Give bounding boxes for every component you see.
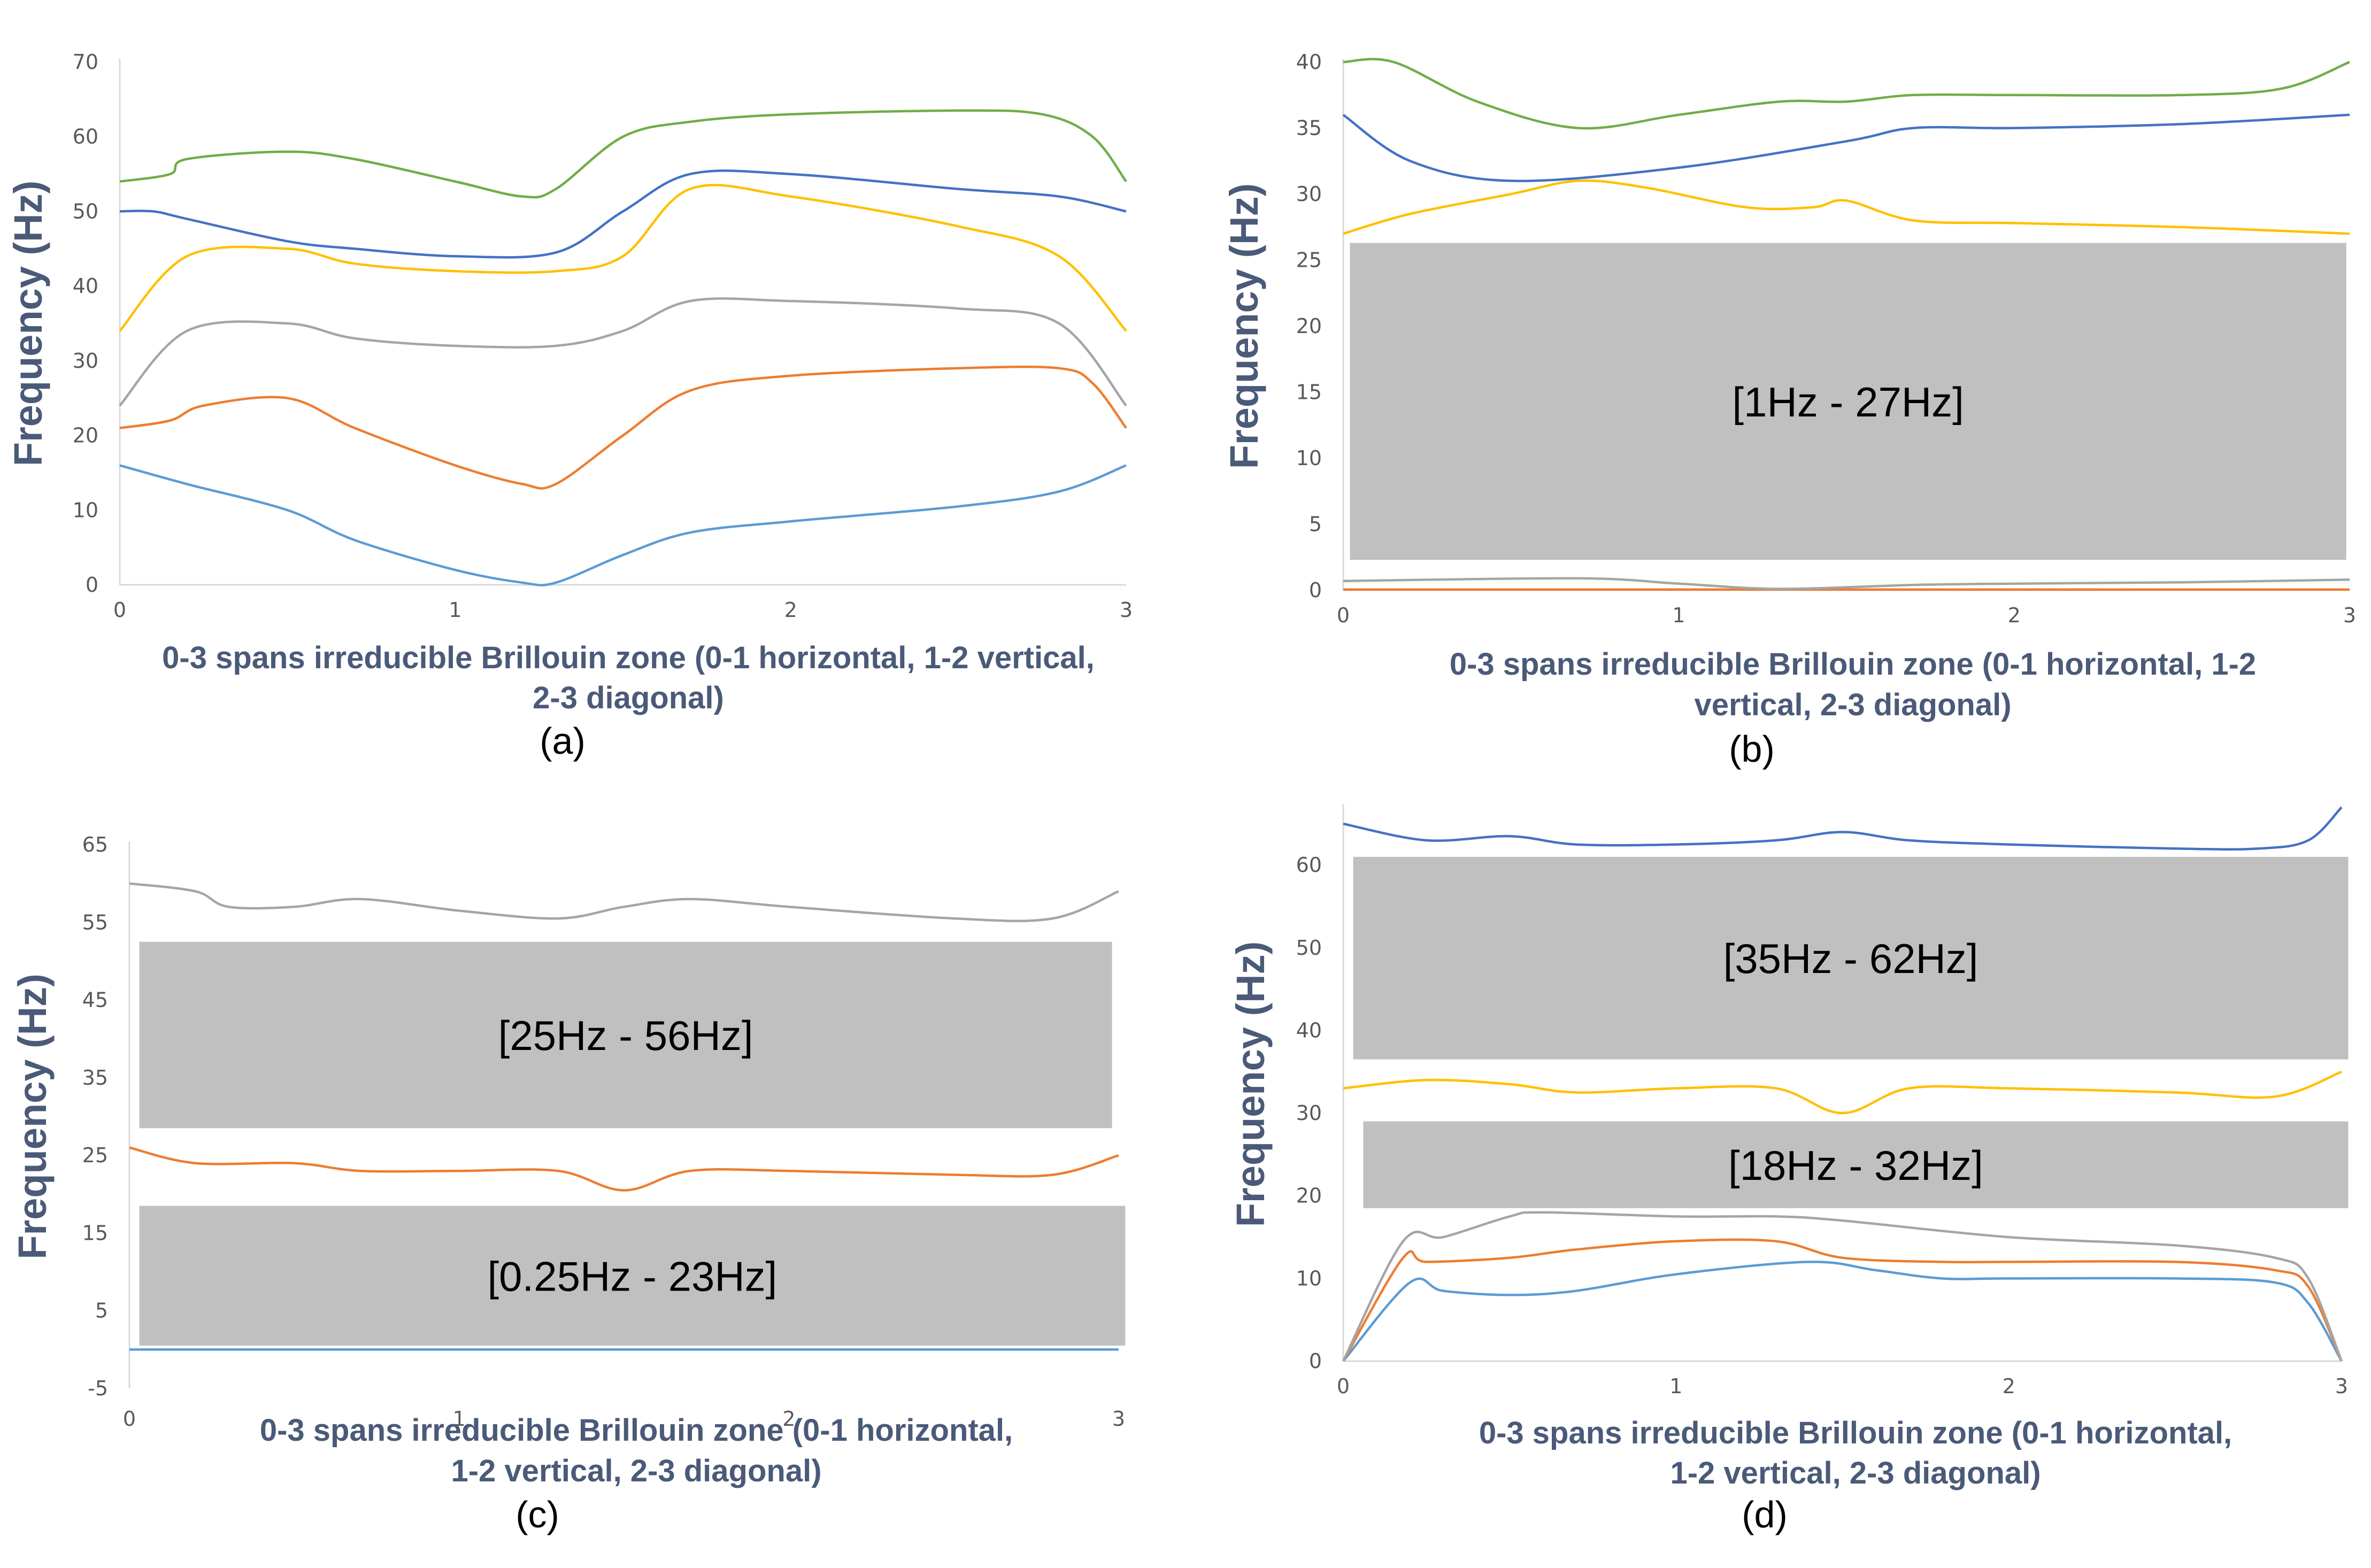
series-line-2 xyxy=(119,365,1127,490)
band-gap-box xyxy=(139,941,1112,1129)
series-line-2 xyxy=(129,1146,1119,1192)
y-tick-label: 65 xyxy=(82,833,108,856)
y-tick-label: 10 xyxy=(1296,446,1322,470)
y-tick-label: 25 xyxy=(1296,249,1322,272)
x-tick-label: 3 xyxy=(1112,1407,1125,1431)
band-gap-label: [35Hz - 62Hz] xyxy=(1723,935,1979,982)
series-line-3 xyxy=(129,882,1119,922)
series-line-2 xyxy=(1343,577,2350,590)
x-tick-label: 3 xyxy=(1120,598,1133,622)
x-tick-label: 0 xyxy=(113,598,126,622)
x-axis-title-line-2: 2-3 diagonal) xyxy=(533,681,724,715)
series-line-4 xyxy=(1342,113,2350,182)
x-tick-label: 1 xyxy=(453,1407,466,1431)
band-gap-box xyxy=(139,1206,1126,1346)
x-axis-title-line-1: 0-3 spans irreducible Brillouin zone (0-… xyxy=(260,1413,1013,1448)
series-line-1 xyxy=(1342,1261,2343,1362)
y-tick-label: 0 xyxy=(1309,578,1322,602)
y-axis-title: Frequency (Hz) xyxy=(1222,183,1266,469)
chart-panel-3: -5 5 15 25 35 45 55 65 0 1 2 3 [25Hz - 56Hz] [0.25Hz … xyxy=(10,833,1126,1535)
x-axis-title-line-1: 0-3 spans irreducible Brillouin zone (0-… xyxy=(1450,647,2256,682)
series-line-1 xyxy=(119,464,1127,586)
y-tick-label: 10 xyxy=(73,498,98,522)
y-tick-label: 20 xyxy=(1296,1184,1322,1208)
x-tick-label: 0 xyxy=(1337,1374,1350,1398)
series-line-5 xyxy=(1343,58,2350,130)
y-tick-label: 25 xyxy=(82,1144,108,1167)
series-line-3 xyxy=(1343,179,2350,235)
panel-label: (b) xyxy=(1729,728,1775,770)
y-tick-label: 50 xyxy=(1296,936,1322,960)
panel-label: (d) xyxy=(1742,1494,1788,1535)
y-tick-label: 50 xyxy=(73,199,98,223)
y-tick-label: 0 xyxy=(86,573,98,597)
x-tick-label: 0 xyxy=(123,1407,136,1431)
chart-panel-2: 0 5 10 15 20 25 30 35 40 0 1 2 3 [1Hz - 27Hz] Frequenc… xyxy=(1222,50,2356,770)
y-tick-label: 0 xyxy=(1309,1349,1322,1373)
y-tick-label: 40 xyxy=(1296,1018,1322,1042)
x-axis-title-line-2: 1-2 vertical, 2-3 diagonal) xyxy=(451,1454,821,1488)
band-gap-label: [0.25Hz - 23Hz] xyxy=(487,1253,777,1300)
series-line-3 xyxy=(1342,1211,2343,1362)
series-line-4 xyxy=(1343,1070,2342,1115)
x-tick-label: 0 xyxy=(1337,604,1350,627)
y-tick-label: 20 xyxy=(73,424,98,447)
y-axis-title: Frequency (Hz) xyxy=(6,181,50,467)
x-tick-label: 3 xyxy=(2335,1374,2348,1398)
y-tick-label: 55 xyxy=(82,910,108,934)
band-gap-box xyxy=(1350,243,2346,560)
series-line-5 xyxy=(119,169,1127,259)
y-tick-label: 35 xyxy=(1296,117,1322,140)
series-line-5 xyxy=(1343,806,2343,851)
chart-panel-4: 0 10 20 30 40 50 60 0 1 2 3 [35Hz - 62Hz] [18Hz - 32… xyxy=(1228,804,2349,1535)
x-tick-label: 2 xyxy=(2003,1374,2015,1398)
y-tick-label: -5 xyxy=(88,1377,108,1400)
y-tick-label: 15 xyxy=(1296,381,1322,404)
band-gap-label: [18Hz - 32Hz] xyxy=(1728,1142,1983,1189)
y-tick-label: 30 xyxy=(1296,182,1322,206)
y-tick-label: 20 xyxy=(1296,314,1322,338)
y-tick-label: 30 xyxy=(1296,1101,1322,1125)
band-gap-label: [1Hz - 27Hz] xyxy=(1732,379,1964,426)
panel-label: (a) xyxy=(540,720,586,762)
x-axis-title-line-2: 1-2 vertical, 2-3 diagonal) xyxy=(1670,1456,2041,1490)
y-tick-label: 40 xyxy=(73,274,98,298)
series-line-4 xyxy=(119,183,1127,332)
x-tick-label: 3 xyxy=(2343,604,2356,627)
y-tick-label: 15 xyxy=(82,1221,108,1245)
series-line-2 xyxy=(1342,1238,2343,1362)
series-line-3 xyxy=(119,297,1127,407)
x-tick-label: 1 xyxy=(1672,604,1685,627)
y-tick-label: 70 xyxy=(73,50,98,74)
band-gap-box xyxy=(1363,1121,2349,1208)
y-tick-label: 30 xyxy=(73,349,98,373)
band-gap-box xyxy=(1353,856,2349,1060)
y-tick-label: 45 xyxy=(82,988,108,1012)
y-tick-label: 40 xyxy=(1296,50,1322,74)
x-tick-label: 1 xyxy=(449,598,461,622)
panel-label: (c) xyxy=(515,1494,559,1535)
y-tick-label: 60 xyxy=(1296,853,1322,877)
x-tick-label: 2 xyxy=(2008,604,2021,627)
x-axis-title-line-1: 0-3 spans irreducible Brillouin zone (0-… xyxy=(1479,1416,2232,1450)
y-tick-label: 5 xyxy=(1309,513,1322,536)
y-tick-label: 60 xyxy=(73,125,98,149)
y-tick-label: 10 xyxy=(1296,1266,1322,1290)
series-line-6 xyxy=(119,109,1127,199)
y-axis-title: Frequency (Hz) xyxy=(1228,941,1273,1227)
x-tick-label: 2 xyxy=(782,1407,795,1431)
y-axis-title: Frequency (Hz) xyxy=(10,974,55,1260)
x-tick-label: 2 xyxy=(784,598,797,622)
y-tick-label: 35 xyxy=(82,1066,108,1090)
band-gap-label: [25Hz - 56Hz] xyxy=(498,1012,753,1059)
x-axis-title-line-1: 0-3 spans irreducible Brillouin zone (0-… xyxy=(162,640,1095,675)
x-tick-label: 1 xyxy=(1669,1374,1682,1398)
y-tick-label: 5 xyxy=(95,1299,108,1323)
x-axis-title-line-2: vertical, 2-3 diagonal) xyxy=(1694,688,2011,722)
chart-panel-1: 0 10 20 30 40 50 60 70 0 1 2 3 Frequency (Hz) 0-3 spa… xyxy=(6,50,1133,762)
